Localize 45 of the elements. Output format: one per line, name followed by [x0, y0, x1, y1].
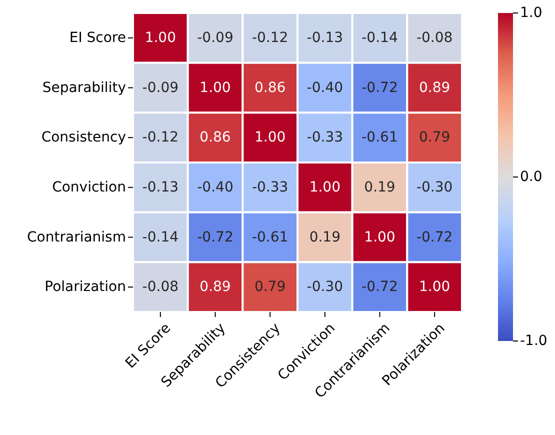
color-bar-label: -1.0: [520, 333, 548, 349]
data-label: 1.00: [364, 229, 396, 246]
data-label: -0.40: [197, 179, 234, 196]
data-label: -0.13: [142, 179, 179, 196]
data-label: 0.79: [254, 279, 286, 296]
y-tick-label: Conviction: [52, 179, 126, 196]
color-bar-label: 1.0: [520, 5, 542, 21]
data-label: -0.09: [142, 80, 179, 96]
y-tick-label: Consistency: [41, 130, 126, 146]
data-label: -0.12: [252, 30, 288, 46]
data-label: -0.72: [362, 80, 398, 96]
data-label: -0.30: [416, 179, 453, 196]
y-tick-label: EI Score: [69, 30, 126, 46]
data-label: -0.33: [252, 179, 288, 196]
data-label: -0.09: [197, 30, 234, 46]
y-tick-label: Contrarianism: [27, 229, 126, 246]
data-label: -0.40: [306, 80, 344, 96]
data-label: -0.61: [362, 130, 398, 146]
data-label: 0.89: [200, 279, 231, 296]
data-label: -0.61: [252, 229, 288, 246]
data-label: 1.00: [200, 80, 231, 96]
data-label: 0.89: [418, 80, 450, 96]
data-label: -0.14: [362, 30, 398, 46]
data-label: -0.14: [142, 229, 179, 246]
data-label: -0.12: [142, 130, 179, 146]
data-label: 1.00: [254, 130, 286, 146]
data-label: 1.00: [309, 179, 341, 196]
color-bar-label: 0.0: [520, 169, 542, 185]
y-tick-label: Polarization: [44, 279, 126, 296]
data-label: -0.72: [362, 279, 398, 296]
data-label: -0.72: [416, 229, 453, 246]
data-label: 0.79: [418, 130, 450, 146]
data-label: 1.00: [418, 279, 450, 296]
data-label: 1.00: [144, 30, 176, 46]
data-label: -0.08: [416, 30, 453, 46]
data-label: 0.19: [309, 229, 341, 246]
data-label: 0.19: [364, 179, 396, 196]
data-label: -0.33: [306, 130, 344, 146]
data-label: -0.08: [142, 279, 179, 296]
data-label: -0.72: [197, 229, 234, 246]
data-label: -0.30: [306, 279, 344, 296]
data-label: 0.86: [254, 80, 286, 96]
data-label: -0.13: [306, 30, 344, 46]
data-label: 0.86: [200, 130, 231, 146]
y-tick-label: Separability: [42, 80, 126, 96]
